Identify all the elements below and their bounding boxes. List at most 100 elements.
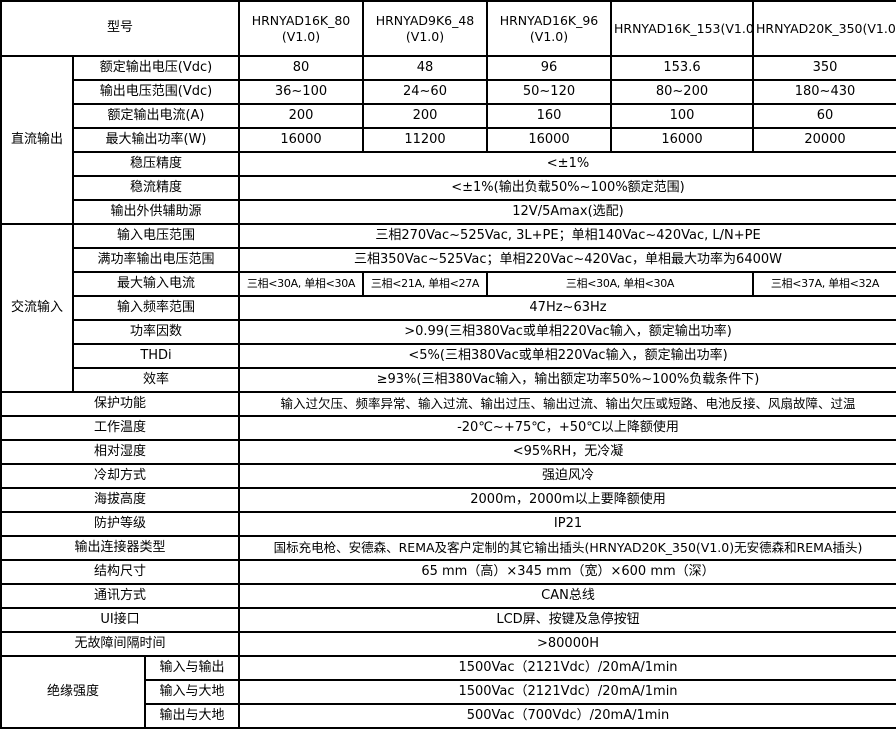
spec-value-cell: 三相350Vac~525Vac；单相220Vac~420Vac，单相最大功率为6… (238, 247, 896, 273)
spec-label-cell: 输出与大地 (144, 703, 240, 729)
section-label-insulation: 绝缘强度 (0, 655, 146, 729)
spec-label-cell: 输入频率范围 (72, 295, 240, 321)
spec-value-cell: 16000 (238, 127, 364, 153)
spec-label-cell: 输入与大地 (144, 679, 240, 705)
section-label-ac-input: 交流输入 (0, 223, 74, 393)
spec-label-cell: 结构尺寸 (0, 559, 240, 585)
spec-value-cell: >0.99(三相380Vac或单相220Vac输入，额定输出功率) (238, 319, 896, 345)
spec-value-cell: 80~200 (610, 79, 754, 105)
spec-value-cell: 80 (238, 55, 364, 81)
table-row: 稳压精度 <±1% (1, 151, 896, 177)
spec-value-cell: 16000 (610, 127, 754, 153)
spec-value-cell: 三相<21A, 单相<27A (362, 271, 488, 297)
table-row: 效率 ≥93%(三相380Vac输入，输出额定功率50%~100%负载条件下) (1, 367, 896, 393)
table-row: 交流输入 输入电压范围 三相270Vac~525Vac, 3L+PE；单相140… (0, 223, 896, 393)
table-row: 最大输出功率(W) 16000 11200 16000 16000 20000 (1, 127, 896, 153)
spec-value-cell: 输入过欠压、频率异常、输入过流、输出过压、输出过流、输出欠压或短路、电池反接、风… (238, 391, 896, 417)
table-row: THDi <5%(三相380Vac或单相220Vac输入，额定输出功率) (1, 343, 896, 369)
table-row: 满功率输出电压范围 三相350Vac~525Vac；单相220Vac~420Va… (1, 247, 896, 273)
table-row: 结构尺寸 65 mm（高）×345 mm（宽）×600 mm（深） (0, 559, 896, 585)
spec-label-cell: 额定输出电压(Vdc) (72, 55, 240, 81)
table-row: 最大输入电流 三相<30A, 单相<30A 三相<21A, 单相<27A 三相<… (1, 271, 896, 297)
spec-label-cell: 输出电压范围(Vdc) (72, 79, 240, 105)
spec-value-cell: 三相<30A, 单相<30A (238, 271, 364, 297)
spec-value-cell: 100 (610, 103, 754, 129)
spec-value-cell: <±1%(输出负载50%~100%额定范围) (238, 175, 896, 201)
table-row: 防护等级 IP21 (0, 511, 896, 537)
spec-value-cell: <±1% (238, 151, 896, 177)
spec-label-cell: 最大输入电流 (72, 271, 240, 297)
table-row: 绝缘强度 输入与输出 1500Vac（2121Vdc）/20mA/1min (0, 655, 896, 729)
table-row: 输入与大地 1500Vac（2121Vdc）/20mA/1min (1, 679, 896, 705)
spec-label-cell: 防护等级 (0, 511, 240, 537)
section-label-dc-output: 直流输出 (0, 55, 74, 225)
spec-label-cell: 额定输出电流(A) (72, 103, 240, 129)
table-row: 输出外供辅助源 12V/5Amax(选配) (1, 199, 896, 225)
spec-value-cell: 96 (486, 55, 612, 81)
spec-value-cell: LCD屏、按键及急停按钮 (238, 607, 896, 633)
spec-value-cell: <5%(三相380Vac或单相220Vac输入，额定输出功率) (238, 343, 896, 369)
table-row: 输出连接器类型 国标充电枪、安德森、REMA及客户定制的其它输出插头(HRNYA… (0, 535, 896, 561)
spec-label-cell: 海拔高度 (0, 487, 240, 513)
table-row: 额定输出电流(A) 200 200 160 100 60 (1, 103, 896, 129)
spec-value-cell: 50~120 (486, 79, 612, 105)
model-name-cell: HRNYAD16K_153(V1.0) (610, 0, 754, 57)
spec-value-cell: 200 (238, 103, 364, 129)
spec-value-cell: <95%RH，无冷凝 (238, 439, 896, 465)
spec-label-cell: 保护功能 (0, 391, 240, 417)
spec-label-cell: 满功率输出电压范围 (72, 247, 240, 273)
spec-value-cell: 16000 (486, 127, 612, 153)
table-row: 无故障间隔时间 >80000H (0, 631, 896, 657)
spec-value-cell: -20℃~+75℃，+50℃以上降额使用 (238, 415, 896, 441)
model-name-cell: HRNYAD16K_80 (V1.0) (238, 0, 364, 57)
table-row: 输入频率范围 47Hz~63Hz (1, 295, 896, 321)
table-row: 海拔高度 2000m，2000m以上要降额使用 (0, 487, 896, 513)
spec-label-cell: 最大输出功率(W) (72, 127, 240, 153)
spec-value-cell: 36~100 (238, 79, 364, 105)
spec-label-cell: 通讯方式 (0, 583, 240, 609)
table-row: 稳流精度 <±1%(输出负载50%~100%额定范围) (1, 175, 896, 201)
spec-value-cell: 24~60 (362, 79, 488, 105)
spec-value-cell: ≥93%(三相380Vac输入，输出额定功率50%~100%负载条件下) (238, 367, 896, 393)
spec-value-cell: 强迫风冷 (238, 463, 896, 489)
spec-label-cell: 效率 (72, 367, 240, 393)
spec-value-cell: 153.6 (610, 55, 754, 81)
spec-label-cell: 稳流精度 (72, 175, 240, 201)
spec-value-cell: 47Hz~63Hz (238, 295, 896, 321)
spec-value-cell: 三相<30A, 单相<30A (486, 271, 754, 297)
table-row: 工作温度 -20℃~+75℃，+50℃以上降额使用 (0, 415, 896, 441)
spec-value-cell: 200 (362, 103, 488, 129)
spec-label-cell: 工作温度 (0, 415, 240, 441)
header-row: 型号 HRNYAD16K_80 (V1.0) HRNYAD9K6_48 (V1.… (0, 0, 896, 57)
spec-value-cell: 12V/5Amax(选配) (238, 199, 896, 225)
spec-label-cell: 输入与输出 (144, 655, 240, 681)
spec-value-cell: 三相270Vac~525Vac, 3L+PE；单相140Vac~420Vac, … (238, 223, 896, 249)
spec-label-cell: THDi (72, 343, 240, 369)
model-name-cell: HRNYAD20K_350(V1.0) (752, 0, 896, 57)
spec-value-cell: 20000 (752, 127, 896, 153)
table-row: 功率因数 >0.99(三相380Vac或单相220Vac输入，额定输出功率) (1, 319, 896, 345)
spec-value-cell: 65 mm（高）×345 mm（宽）×600 mm（深） (238, 559, 896, 585)
spec-value-cell: 160 (486, 103, 612, 129)
model-name-cell: HRNYAD16K_96 (V1.0) (486, 0, 612, 57)
table-row: 直流输出 额定输出电压(Vdc) 80 48 96 153.6 350 (0, 55, 896, 225)
table-row: 输出电压范围(Vdc) 36~100 24~60 50~120 80~200 1… (1, 79, 896, 105)
table-row: 相对湿度 <95%RH，无冷凝 (0, 439, 896, 465)
table-row: 冷却方式 强迫风冷 (0, 463, 896, 489)
spec-value-cell: CAN总线 (238, 583, 896, 609)
spec-value-cell: >80000H (238, 631, 896, 657)
spec-label-cell: 输入电压范围 (72, 223, 240, 249)
spec-value-cell: IP21 (238, 511, 896, 537)
spec-value-cell: 三相<37A, 单相<32A (752, 271, 896, 297)
spec-value-cell: 180~430 (752, 79, 896, 105)
model-header-label: 型号 (0, 0, 240, 57)
spec-label-cell: 相对湿度 (0, 439, 240, 465)
table-row: 保护功能 输入过欠压、频率异常、输入过流、输出过压、输出过流、输出欠压或短路、电… (0, 391, 896, 417)
spec-value-cell: 500Vac（700Vdc）/20mA/1min (238, 703, 896, 729)
spec-value-cell: 1500Vac（2121Vdc）/20mA/1min (238, 679, 896, 705)
table-row: 通讯方式 CAN总线 (0, 583, 896, 609)
spec-label-cell: 冷却方式 (0, 463, 240, 489)
table-row: UI接口 LCD屏、按键及急停按钮 (0, 607, 896, 633)
spec-label-cell: 输出外供辅助源 (72, 199, 240, 225)
